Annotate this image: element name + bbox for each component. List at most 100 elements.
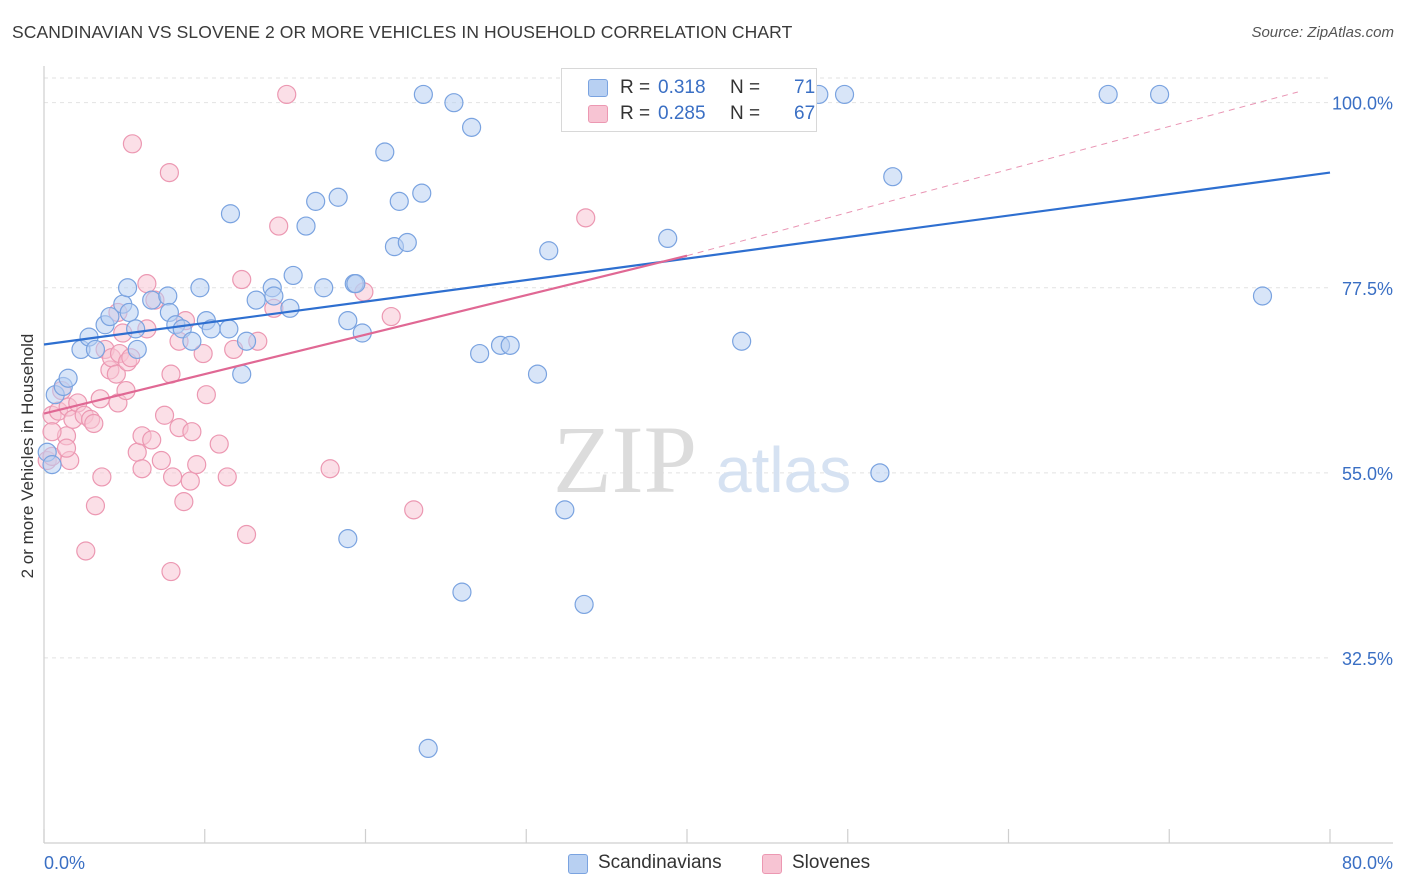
slovenes-point: [320, 459, 340, 479]
slovenes-point: [151, 450, 171, 471]
scandinavians-point: [555, 500, 575, 520]
slovenes-point: [154, 405, 175, 425]
scandinavians-point: [444, 93, 464, 113]
legend-swatch-pink: [588, 105, 608, 123]
slovenes-point: [232, 269, 252, 290]
legend-n-value: 67: [794, 103, 816, 124]
source-label: Source: ZipAtlas.com: [1251, 24, 1394, 41]
slovenes-point: [137, 274, 157, 294]
scandinavians-point: [119, 302, 139, 323]
y-tick-label: 55.0%: [1342, 464, 1393, 484]
scandinavians-point: [182, 331, 202, 351]
scandinavians-point: [412, 183, 432, 203]
y-axis-label: 2 or more Vehicles in Household: [18, 333, 37, 579]
scandinavians-point: [127, 339, 147, 360]
slovenes-point: [277, 84, 297, 105]
scandinavians-point: [1150, 84, 1170, 105]
scandinavians-point: [870, 463, 890, 483]
slovenes-point: [180, 471, 200, 491]
x-tick-label: 0.0%: [44, 853, 85, 873]
chart-title: SCANDINAVIAN VS SLOVENE 2 OR MORE VEHICL…: [12, 22, 793, 42]
y-tick-label: 100.0%: [1332, 94, 1393, 114]
scandinavians-point: [834, 84, 855, 105]
legend-label-slovenes: Slovenes: [792, 852, 871, 873]
slovenes-point: [196, 385, 216, 405]
scandinavians-point: [338, 529, 358, 549]
slovenes-point: [84, 413, 104, 434]
scandinavians-point: [574, 594, 594, 615]
scandinavians-point: [58, 368, 78, 388]
scandinavians-point: [158, 286, 178, 306]
scandinavians-point: [236, 331, 257, 351]
y-tick-label: 32.5%: [1342, 649, 1393, 669]
scandinavians-point: [500, 335, 520, 355]
slovenes-point: [187, 455, 207, 475]
slovenes-point: [193, 343, 213, 364]
legend-n-label: N =: [730, 103, 761, 124]
scandinavians-point: [264, 286, 284, 306]
stats-legend: R = 0.318 N = 71 R = 0.285 N = 67: [561, 68, 817, 132]
slovenes-point: [106, 364, 126, 384]
slovenes-point: [127, 442, 147, 462]
slovenes-point: [182, 422, 202, 442]
watermark: ZIP atlas: [553, 406, 851, 513]
scandinavians-point: [246, 290, 266, 310]
scandinavians-point: [85, 339, 106, 360]
slovenes-point: [142, 430, 162, 450]
slovenes-point: [92, 467, 112, 487]
legend-n-label: N =: [730, 77, 761, 98]
scandinavians-point: [296, 216, 316, 236]
scandinavians-point: [219, 319, 239, 339]
scandinavians-point: [100, 306, 120, 327]
scandinavians-point: [42, 455, 62, 475]
scandinavians-point: [314, 278, 334, 298]
scandinavians-point: [413, 84, 433, 105]
scandinavians-point: [346, 274, 366, 294]
slovenes-point: [381, 306, 401, 327]
slovenes-point: [159, 162, 179, 183]
slovenes-point: [85, 496, 106, 516]
scandinavians-point: [220, 204, 241, 224]
scandinavians-point: [283, 265, 303, 286]
scandinavians-trend-line: [43, 171, 1331, 346]
slovenes-point: [209, 434, 229, 454]
legend-swatch-blue: [588, 79, 608, 97]
watermark-atlas: atlas: [716, 434, 851, 506]
scandinavians-point: [1252, 286, 1273, 306]
scandinavians-point: [328, 187, 348, 207]
scandinavians-point: [461, 117, 482, 137]
scandinavians-point: [539, 241, 559, 261]
slovenes-point: [56, 438, 77, 458]
scandinavians-point: [190, 278, 210, 298]
slovenes-point: [236, 524, 257, 545]
slovenes-point: [116, 380, 136, 401]
scandinavians-point: [1098, 84, 1118, 105]
scandinavians-point: [732, 331, 752, 351]
scandinavians-point: [397, 232, 417, 253]
scandinavians-point: [126, 319, 146, 339]
scandinavians-point: [306, 191, 326, 211]
scandinavians-point: [658, 228, 678, 249]
slovenes-point: [163, 467, 183, 487]
scandinavians-point: [280, 298, 300, 318]
slovenes-point: [76, 541, 96, 561]
scandinavians-point: [142, 290, 162, 310]
slovenes-point: [576, 208, 596, 228]
scandinavians-point: [389, 191, 409, 211]
scandinavians-point: [470, 343, 490, 364]
slovenes-point: [269, 216, 289, 236]
legend-r-label: R =: [620, 77, 651, 98]
y-tick-label: 77.5%: [1342, 279, 1393, 299]
scandinavians-points: [37, 84, 1273, 759]
scandinavians-point: [418, 738, 438, 759]
slovenes-point: [404, 500, 424, 520]
slovenes-point: [122, 134, 143, 154]
tick-labels: 32.5% 55.0% 77.5% 100.0% 0.0% 80.0%: [44, 94, 1393, 873]
slovenes-point: [161, 561, 181, 582]
scandinavians-point: [527, 364, 548, 384]
slovenes-trend-line: [43, 254, 688, 415]
legend-swatch-blue: [568, 854, 588, 874]
slovenes-points: [37, 84, 596, 582]
scandinavians-point: [452, 582, 472, 602]
